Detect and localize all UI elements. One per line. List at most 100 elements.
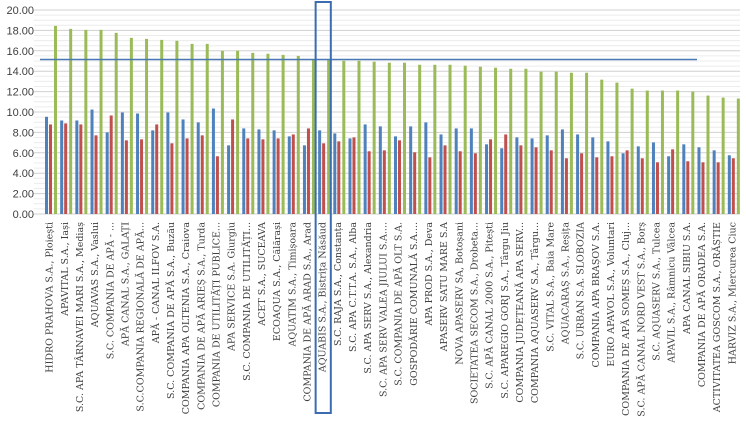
x-tick-label: APASERV SATU MARE S.A [439,222,450,352]
bar-series-3 [236,50,240,214]
bar-series-1 [515,137,519,214]
bar-series-3 [554,71,558,215]
bar-series-3 [145,38,149,215]
bar-series-2 [261,139,265,214]
bar-series-3 [54,25,57,214]
bar-series-1 [606,141,610,214]
bar-series-2 [337,141,341,214]
x-tick-label: S.C. URBAN S.A. SLOBOZIA [576,222,587,359]
bar-series-2 [140,139,144,214]
y-tick-label: 0.00 [13,209,34,221]
bar-series-2 [306,128,310,214]
x-tick-label: S.C. APA TÂRNAVEI MARI S.A., Mediaș [74,222,86,412]
bar-series-3 [69,28,73,215]
bar-series-2 [640,158,644,214]
bar-series-3 [266,53,270,215]
bar-series-3 [129,37,133,214]
bar-series-2 [94,135,98,214]
bar-series-3 [569,72,573,214]
bar-series-2 [185,138,189,214]
x-tick-label: SOCIETATEA SECOM S.A., Drobeta... [469,222,480,404]
bar-series-2 [443,145,447,214]
x-tick-label: APAVIL S.A., Râmnicu Vâlcea [667,222,678,364]
x-tick-label: AQUACARAȘ S.A., Reșița [561,222,572,346]
bar-series-3 [403,62,406,214]
x-tick-label: APĂ CANAL S.A., GALAȚI [119,222,131,347]
x-tick-label: S.C.COMPANIA REGIONALĂ DE APĂ... [135,222,147,412]
bar-series-1 [363,124,367,214]
x-tick-label: ACTIVITATEA GOSCOM S.A., ORĂȘTIE [711,222,723,413]
y-tick-label: 8.00 [13,127,34,139]
bar-series-2 [716,162,720,214]
x-tick-label: S.C. RAJA S.A., Constanța [333,222,344,346]
bar-series-2 [428,157,432,214]
x-tick-label: AQUABIS S.A., Bistrița Năsăud [318,222,329,373]
x-tick-label: S.C. COMPANIA DE APĂ OLT S.A. [393,222,405,386]
bar-series-1 [651,142,655,214]
bar-series-3 [660,90,664,214]
bar-series-3 [463,65,467,214]
x-tick-label: GOSPODĂRIE COMUNALĂ S.A.... [408,222,420,386]
bar-series-1 [439,134,443,214]
bar-series-1 [576,134,580,214]
bar-series-3 [478,66,482,214]
bar-series-3 [433,64,437,214]
x-tick-label: ECOAQUA S.A., Călărași [272,222,283,341]
x-tick-label: APA PROD S.A., Deva [424,222,435,327]
bar-series-1 [166,112,170,214]
x-tick-label: S.C. COMPANIA DE UTILITĂȚI... [241,222,253,381]
bar-series-1 [409,126,413,214]
bar-series-3 [114,32,118,215]
bar-series-2 [382,150,386,214]
bar-series-2 [655,162,659,214]
x-tick-label: S.C. APA SERV VALEA JIULUI S.A.... [378,222,389,397]
bar-series-2 [489,139,493,214]
bar-series-2 [246,138,250,214]
bar-series-2 [686,161,690,214]
x-tick-label: APA SERVICE S.A. Giurgiu [227,222,238,352]
bar-series-3 [99,29,103,214]
bar-series-2 [458,151,462,214]
x-tick-label: COMPANIA DE APĂ ARAD S.A., Arad [302,222,314,402]
bar-series-2 [504,134,508,214]
bar-series-1 [530,138,534,214]
bar-series-2 [595,157,599,214]
bar-series-1 [151,130,155,214]
bar-series-3 [205,43,209,214]
bar-series-1 [560,129,564,214]
x-tick-label: S.C. COMPANIA DE APĂ - ... [104,222,116,359]
bar-series-1 [105,132,109,214]
bar-series-3 [418,64,422,214]
x-tick-label: COMPANIA AQUASERV S.A., Târgu... [530,222,541,403]
x-tick-label: S.C. AQUASERV S.A., Tulcea [652,222,663,361]
bar-series-2 [200,135,204,214]
x-tick-label: AQUAVAS S.A., Vaslui [90,222,101,328]
bar-series-2 [124,140,128,214]
x-tick-label: COMPANIA DE APĂ ARIEȘ S.A., Turda [195,222,207,410]
bar-series-3 [327,59,331,214]
bar-series-2 [610,156,614,214]
bar-series-3 [281,54,285,214]
bar-series-1 [45,116,48,214]
bar-series-3 [175,40,179,214]
bar-series-1 [211,108,215,214]
bar-series-1 [667,156,671,214]
x-tick-label: NOVA APASERV SA, Botoșani [454,222,465,365]
bar-series-2 [352,137,356,214]
bar-series-3 [539,71,543,215]
y-axis-ticks: 0.00 2.00 4.00 6.00 8.00 10.00 12.00 14.00 16.00… [6,5,34,221]
bar-series-1 [727,155,731,214]
x-tick-label: COMPANIA DE APĂ ORADEA S.A. [696,222,708,387]
bar-series-1 [272,130,276,214]
x-tick-label: S.C. APA SERV S.A., Alexandria [363,222,374,374]
x-tick-label: AQUATIM S.A., Timișoara [287,222,298,348]
bar-series-1 [333,133,337,214]
bar-series-2 [109,115,113,214]
x-tick-label: APĂ - CANAL ILFOV S.A. [150,222,162,344]
bar-series-3 [585,72,589,214]
bar-series-2 [580,153,584,214]
bar-series-1 [636,146,640,214]
x-tick-label: APA CANAL SIBIU S.A. [682,222,693,335]
bar-series-2 [64,123,68,214]
bar-series-1 [591,137,595,214]
